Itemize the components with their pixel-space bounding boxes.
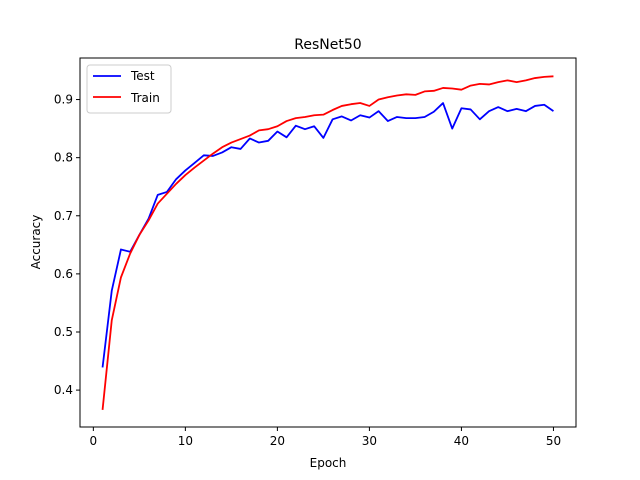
x-tick-label: 0 [90,434,98,448]
plot-area [79,57,577,428]
x-tick-label: 40 [454,434,469,448]
axes-frame [79,57,577,428]
legend-box [86,64,172,114]
y-tick-label: 0.6 [54,267,73,281]
legend-label-train: Train [130,91,160,105]
legend: Test Train [86,64,172,114]
y-tick-label: 0.9 [54,93,73,107]
y-tick-label: 0.7 [54,209,73,223]
x-tick-label: 20 [270,434,285,448]
y-axis-ticks: 0.4 0.5 0.6 0.7 0.8 0.9 [54,93,80,397]
x-axis-ticks: 0 10 20 30 40 50 [90,427,561,448]
x-tick-label: 50 [546,434,561,448]
y-tick-label: 0.4 [54,383,73,397]
x-tick-label: 30 [362,434,377,448]
chart-title: ResNet50 [294,37,361,53]
y-tick-label: 0.5 [54,325,73,339]
series-lines [101,75,554,410]
series-line-test [101,102,554,368]
y-axis-label: Accuracy [29,215,43,270]
x-tick-label: 10 [178,434,193,448]
series-line-train [101,75,554,410]
x-axis-label: Epoch [310,456,347,470]
y-tick-label: 0.8 [54,151,73,165]
legend-label-test: Test [130,69,155,83]
